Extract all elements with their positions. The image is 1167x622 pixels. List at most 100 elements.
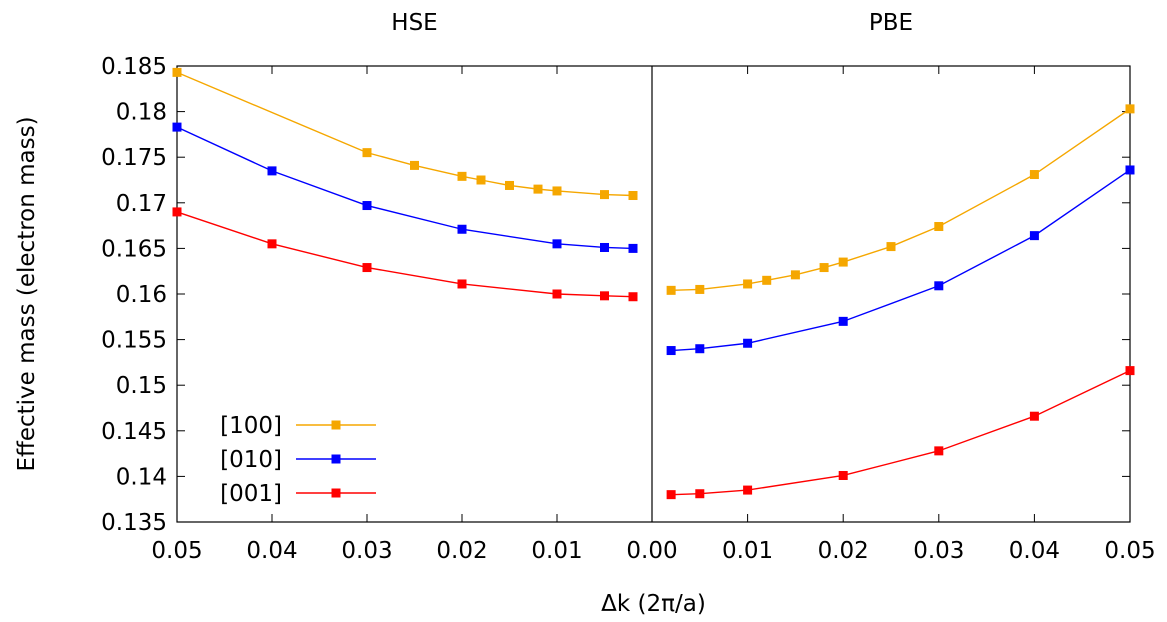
series-line [671, 371, 1130, 495]
data-point [695, 489, 704, 498]
data-point [600, 243, 609, 252]
data-point [363, 148, 372, 157]
series-pbe-100 [667, 104, 1135, 294]
legend-entry-001: [001] [220, 481, 376, 507]
x-tick-label: 0.02 [436, 538, 487, 564]
data-point [458, 279, 467, 288]
series-hse-100 [173, 68, 638, 200]
data-point [268, 166, 277, 175]
x-tick-label: 0.03 [341, 538, 392, 564]
data-point [268, 239, 277, 248]
y-tick-label: 0.16 [116, 282, 167, 308]
data-point [363, 263, 372, 272]
y-tick-label: 0.18 [116, 100, 167, 126]
x-tick-label: 0.00 [626, 538, 677, 564]
y-tick-label: 0.135 [101, 510, 167, 536]
x-tick-label: 0.04 [1009, 538, 1060, 564]
data-point [629, 244, 638, 253]
series-line [177, 212, 633, 297]
y-tick-label: 0.155 [101, 328, 167, 354]
data-point [762, 276, 771, 285]
data-point [363, 201, 372, 210]
series-pbe-001 [667, 366, 1135, 499]
data-point [695, 344, 704, 353]
data-point [1030, 412, 1039, 421]
data-point [820, 263, 829, 272]
x-tick-label: 0.04 [246, 538, 297, 564]
y-tick-label: 0.185 [101, 54, 167, 80]
data-point [695, 285, 704, 294]
data-point [534, 185, 543, 194]
series-layer [173, 68, 1135, 499]
data-point [839, 471, 848, 480]
y-tick-label: 0.14 [116, 464, 167, 490]
data-point [743, 486, 752, 495]
data-point [458, 172, 467, 181]
x-tick-label: 0.02 [818, 538, 869, 564]
data-point [1030, 170, 1039, 179]
x-tick-label: 0.05 [1104, 538, 1155, 564]
data-point [1030, 231, 1039, 240]
legend-label: [100] [220, 413, 282, 439]
series-hse-001 [173, 207, 638, 301]
y-tick-label: 0.165 [101, 236, 167, 262]
x-tick-label: 0.01 [722, 538, 773, 564]
panel-title-pbe: PBE [869, 10, 913, 36]
series-line [177, 127, 633, 248]
data-point [600, 190, 609, 199]
data-point [743, 279, 752, 288]
legend-label: [010] [220, 447, 282, 473]
data-point [934, 446, 943, 455]
data-point [934, 222, 943, 231]
x-tick-label: 0.03 [913, 538, 964, 564]
y-tick-label: 0.145 [101, 419, 167, 445]
data-point [1126, 104, 1135, 113]
legend-entry-010: [010] [220, 447, 376, 473]
data-point [667, 490, 676, 499]
series-line [671, 170, 1130, 351]
data-point [505, 181, 514, 190]
series-line [177, 72, 633, 195]
labels-layer: 0.135 0.14 0.145 0.15 0.155 0.16 0.165 0.17 0.17… [14, 10, 1156, 617]
series-line [671, 109, 1130, 290]
data-point [553, 186, 562, 195]
data-point [1126, 165, 1135, 174]
panel-title-hse: HSE [391, 10, 437, 36]
legend-marker [332, 489, 341, 498]
legend-marker [332, 455, 341, 464]
plot-frame [177, 66, 1130, 522]
y-tick-label: 0.17 [116, 191, 167, 217]
data-point [839, 317, 848, 326]
tick-marks [177, 66, 1130, 522]
data-point [410, 161, 419, 170]
data-point [839, 258, 848, 267]
data-point [629, 191, 638, 200]
data-point [553, 239, 562, 248]
x-axis-label: Δk (2π/a) [601, 591, 706, 617]
series-pbe-010 [667, 165, 1135, 355]
data-point [667, 286, 676, 295]
data-point [791, 270, 800, 279]
data-point [887, 242, 896, 251]
x-tick-label: 0.01 [531, 538, 582, 564]
data-point [458, 225, 467, 234]
data-point [553, 290, 562, 299]
y-axis-label: Effective mass (electron mass) [14, 116, 40, 471]
legend-entry-100: [100] [220, 413, 376, 439]
data-point [629, 292, 638, 301]
legend-marker [332, 421, 341, 430]
data-point [173, 123, 182, 132]
data-point [743, 339, 752, 348]
legend-label: [001] [220, 481, 282, 507]
plot-border [177, 66, 1130, 522]
y-tick-label: 0.15 [116, 373, 167, 399]
data-point [173, 207, 182, 216]
x-tick-label: 0.05 [151, 538, 202, 564]
data-point [477, 176, 486, 185]
data-point [667, 346, 676, 355]
legend: [100] [010] [001] [220, 413, 376, 507]
data-point [173, 68, 182, 77]
data-point [1126, 366, 1135, 375]
data-point [600, 291, 609, 300]
